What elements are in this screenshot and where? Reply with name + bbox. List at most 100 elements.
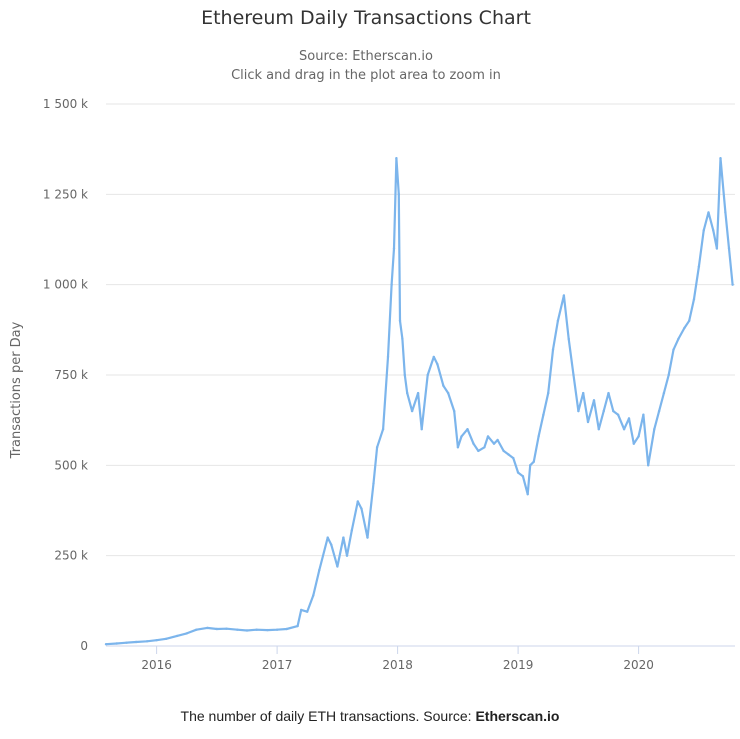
data-point	[442, 384, 445, 387]
data-point	[342, 536, 345, 539]
data-point	[360, 507, 363, 510]
data-point	[477, 449, 480, 453]
y-tick-label: 250 k	[54, 549, 88, 563]
data-point	[366, 536, 369, 539]
data-point	[526, 493, 529, 496]
data-point	[416, 391, 420, 395]
caption-source-link[interactable]: Etherscan.io	[475, 708, 560, 724]
data-point	[616, 413, 620, 416]
data-point	[502, 449, 505, 453]
data-point	[702, 229, 705, 232]
data-point	[296, 624, 299, 628]
data-point	[547, 391, 550, 395]
x-tick-label: 2019	[503, 658, 534, 672]
data-point	[486, 435, 490, 438]
chart-subtitle-zoom-hint: Click and drag in the plot area to zoom …	[231, 68, 501, 83]
data-point	[529, 464, 532, 467]
data-point	[115, 642, 119, 645]
data-point	[532, 460, 535, 463]
data-point	[236, 628, 239, 631]
data-point	[577, 409, 580, 413]
data-point	[632, 442, 635, 445]
data-point	[567, 337, 570, 341]
data-point	[582, 391, 585, 395]
data-point	[572, 373, 575, 377]
data-point	[496, 438, 499, 442]
data-point	[622, 428, 626, 431]
y-tick-label: 750 k	[54, 368, 88, 382]
data-point	[345, 554, 349, 557]
data-point	[245, 629, 249, 632]
data-point	[662, 391, 666, 395]
x-tick-label: 2016	[141, 658, 172, 672]
data-point	[707, 211, 710, 214]
data-point	[688, 319, 691, 322]
series-line[interactable]	[105, 157, 734, 646]
data-point	[386, 355, 390, 359]
data-point	[672, 348, 675, 351]
data-point	[647, 464, 650, 467]
x-tick-label: 2020	[623, 658, 654, 672]
data-point	[175, 634, 179, 638]
data-point	[403, 373, 406, 377]
data-point	[727, 247, 731, 250]
data-point	[397, 193, 400, 196]
y-axis-label: Transactions per Day	[9, 321, 24, 459]
data-point	[392, 247, 396, 250]
data-point	[104, 643, 108, 646]
data-point	[436, 363, 439, 366]
chart-title: Ethereum Daily Transactions Chart	[201, 7, 531, 29]
data-point	[390, 283, 393, 286]
chart-subtitle: Source: Etherscan.io	[299, 49, 433, 64]
data-point	[466, 428, 469, 431]
data-point	[586, 420, 590, 424]
chart-area[interactable]: Ethereum Daily Transactions Chart Source:…	[0, 0, 740, 700]
data-point	[512, 456, 515, 460]
data-point	[607, 391, 610, 395]
data-point	[215, 627, 219, 631]
x-tick-label: 2017	[262, 658, 293, 672]
data-point	[134, 640, 138, 644]
data-point	[516, 471, 520, 474]
data-point	[372, 482, 375, 485]
data-point	[410, 409, 414, 413]
y-tick-label: 500 k	[54, 458, 88, 472]
data-point	[318, 568, 321, 572]
data-point	[266, 628, 269, 632]
data-point	[483, 446, 486, 449]
data-point	[597, 428, 600, 431]
data-point	[145, 640, 149, 643]
figure-caption: The number of daily ETH transactions. So…	[0, 708, 740, 724]
data-point	[537, 435, 540, 438]
data-point	[285, 627, 288, 631]
data-point	[602, 409, 605, 413]
data-point	[275, 628, 279, 631]
data-point	[692, 297, 696, 301]
data-point	[406, 391, 409, 395]
data-point	[312, 594, 315, 597]
data-point	[195, 628, 198, 631]
y-tick-label: 1 500 k	[43, 97, 88, 111]
data-point	[460, 435, 463, 438]
data-point	[653, 428, 656, 431]
x-tick-label: 2018	[382, 658, 413, 672]
data-point	[395, 157, 398, 160]
axes	[156, 646, 640, 654]
data-point	[225, 627, 228, 630]
data-point	[492, 442, 496, 445]
data-point	[637, 435, 640, 438]
y-tick-label: 1 250 k	[43, 187, 88, 201]
data-point	[521, 475, 525, 478]
data-point	[712, 229, 715, 232]
data-point	[627, 417, 631, 420]
data-point	[401, 337, 404, 341]
chart-labels: Ethereum Daily Transactions Chart Source:…	[9, 7, 654, 672]
data-point	[398, 319, 402, 322]
y-tick-label: 0	[80, 639, 88, 653]
caption-text: The number of daily ETH transactions. So…	[180, 708, 476, 724]
data-point	[300, 608, 303, 612]
data-point	[556, 319, 560, 322]
data-point	[731, 283, 734, 286]
data-point	[612, 409, 615, 413]
plot-area[interactable]	[104, 157, 734, 646]
